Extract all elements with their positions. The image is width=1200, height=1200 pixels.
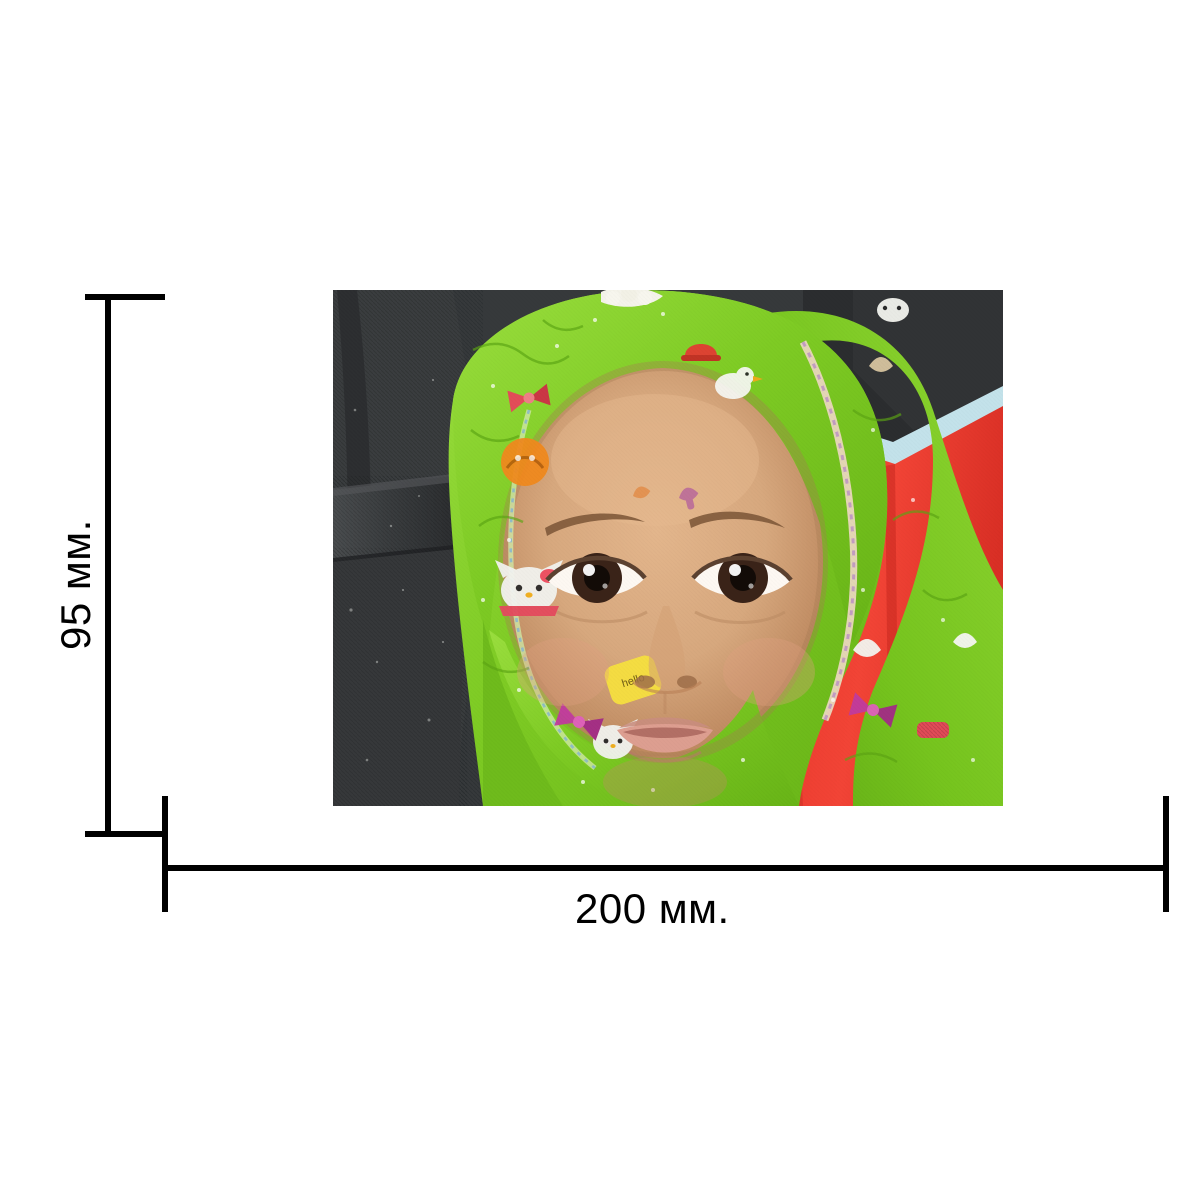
height-dimension-label: 95 мм. [52,519,99,650]
width-dimension-label: 200 мм. [575,885,730,932]
product-photo: hello [333,290,1003,806]
baby-portrait-image: hello [333,290,1003,806]
